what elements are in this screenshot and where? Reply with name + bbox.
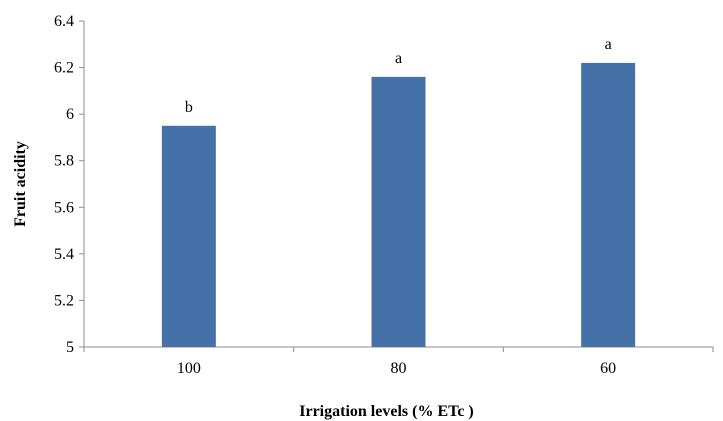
x-axis-title: Irrigation levels (% ETc ) <box>299 403 474 420</box>
y-tick-label: 5.8 <box>54 153 74 170</box>
data-label-80: a <box>395 50 402 67</box>
data-label-60: a <box>605 36 612 53</box>
y-tick-label: 5.4 <box>54 246 74 263</box>
y-axis-ticks: 5 5.2 5.4 5.6 5.8 6 6.2 6.4 <box>54 13 84 356</box>
x-tick-label-80: 80 <box>391 360 407 377</box>
bar-60 <box>581 62 636 348</box>
y-tick-label: 6.2 <box>54 60 74 77</box>
y-tick-label: 6 <box>66 106 74 123</box>
x-tick-label-100: 100 <box>177 360 201 377</box>
y-tick-label: 6.4 <box>54 13 74 30</box>
x-tick-label-60: 60 <box>600 360 616 377</box>
bar-100 <box>161 125 216 348</box>
bars-group: b a a <box>161 36 636 348</box>
bar-80 <box>371 76 426 347</box>
data-label-100: b <box>185 99 193 116</box>
y-axis-title: Fruit acidity <box>12 141 29 227</box>
y-tick-label: 5.6 <box>54 199 74 216</box>
y-tick-label: 5.2 <box>54 292 74 309</box>
x-axis-ticks: 100 80 60 <box>83 347 714 377</box>
y-tick-label: 5 <box>66 339 74 356</box>
